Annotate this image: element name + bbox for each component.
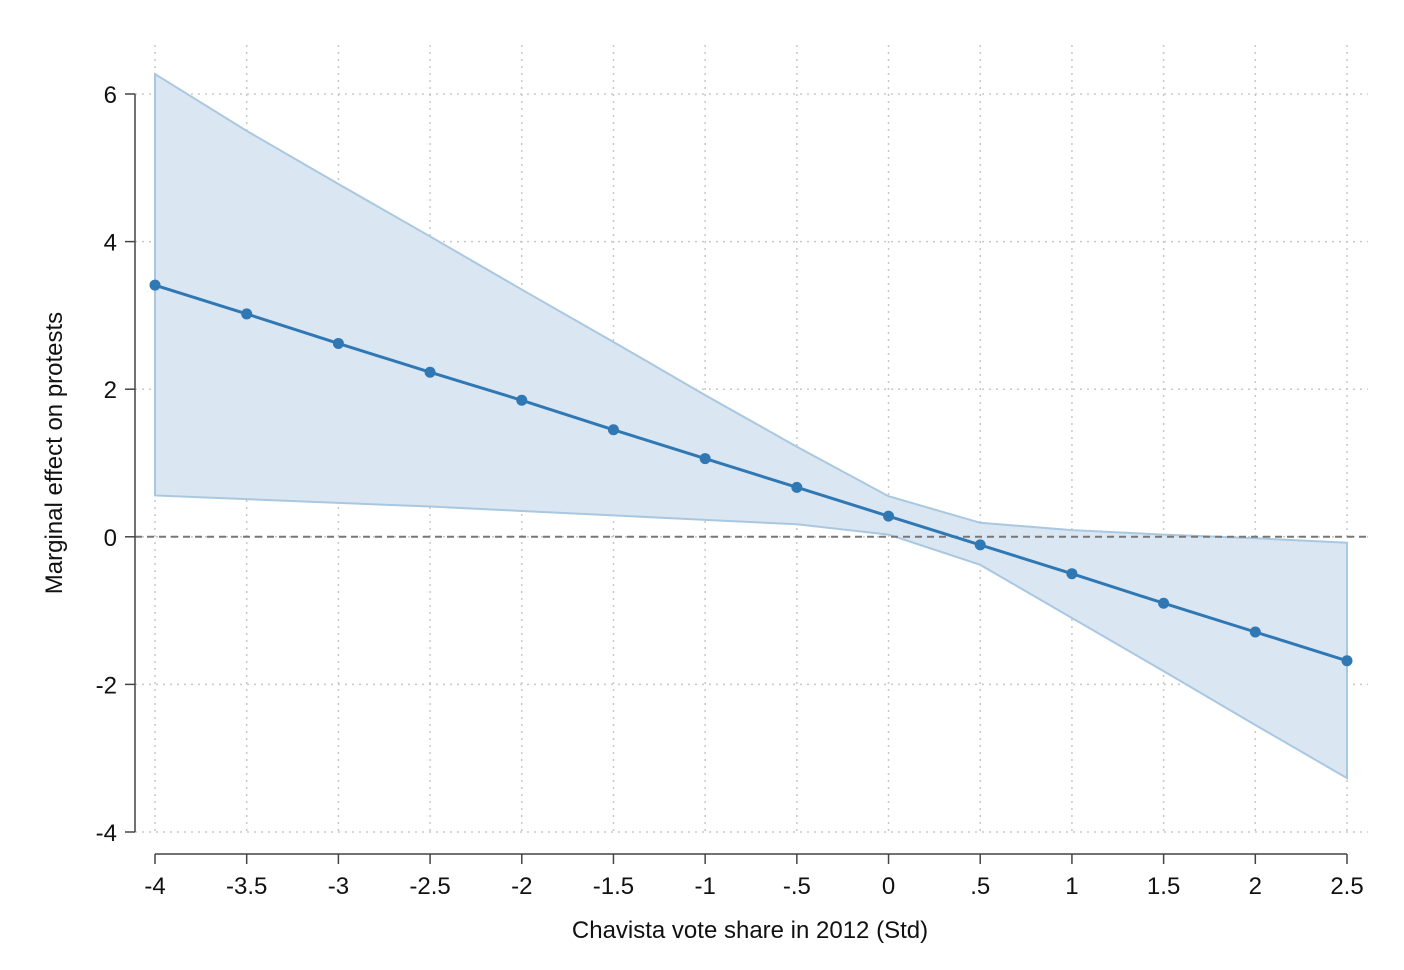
x-tick-label: .5 — [970, 873, 990, 900]
y-axis-title: Marginal effect on protests — [41, 312, 68, 594]
data-point — [1066, 568, 1078, 580]
data-point — [607, 424, 619, 436]
x-axis-title: Chavista vote share in 2012 (Std) — [572, 917, 928, 944]
confidence-band-layer — [154, 72, 1348, 780]
y-tick-label: 6 — [104, 82, 117, 109]
data-point — [332, 337, 344, 349]
marginal-effect-line — [154, 283, 1348, 663]
data-point — [241, 308, 253, 320]
y-tick-label: 2 — [104, 377, 117, 404]
x-tick-label: 1 — [1065, 873, 1078, 900]
data-point — [1249, 626, 1261, 638]
x-tick-label: 1.5 — [1147, 873, 1180, 900]
data-point — [699, 453, 711, 465]
x-tick-label: -.5 — [783, 873, 811, 900]
data-point — [149, 279, 161, 291]
series-line-layer — [154, 283, 1348, 663]
x-tick-label: -4 — [144, 873, 165, 900]
x-tick-label: 2 — [1249, 873, 1262, 900]
data-point — [424, 366, 436, 378]
y-tick-label: 0 — [104, 525, 117, 552]
y-tick-label: -2 — [96, 672, 117, 699]
x-tick-label: -1 — [694, 873, 715, 900]
y-tick-label: -4 — [96, 820, 117, 847]
data-point — [791, 481, 803, 493]
data-point — [1341, 655, 1353, 667]
x-tick-label: -2 — [511, 873, 532, 900]
x-tick-label: -2.5 — [409, 873, 450, 900]
data-point — [516, 394, 528, 406]
x-tick-label: 2.5 — [1330, 873, 1363, 900]
x-tick-label: -3 — [328, 873, 349, 900]
confidence-band — [154, 72, 1348, 780]
x-tick-label: -3.5 — [226, 873, 267, 900]
data-point — [883, 510, 895, 522]
series-points-layer — [149, 279, 1353, 667]
data-point — [1158, 597, 1170, 609]
x-tick-label: -1.5 — [593, 873, 634, 900]
data-point — [974, 539, 986, 551]
axes: -4 -2 0 2 4 6 -4 -3.5 -3 -2.5 -2 -1.5 -1 -.5 0 .5 1 1.5 2 2… — [96, 82, 1364, 900]
x-tick-label: 0 — [882, 873, 895, 900]
y-tick-label: 4 — [104, 230, 117, 257]
